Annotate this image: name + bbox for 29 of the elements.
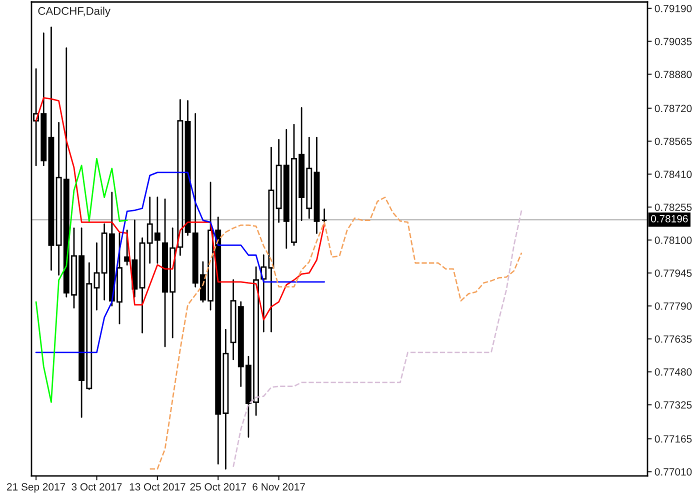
chart-title: CADCHF,Daily: [38, 6, 110, 18]
x-tick-label: 3 Oct 2017: [72, 483, 122, 491]
y-tick-label: 0.78720: [654, 104, 692, 112]
y-tick-label: 0.78100: [654, 236, 692, 244]
y-tick-label: 0.77635: [654, 335, 692, 343]
y-tick-label: 0.77325: [654, 401, 692, 409]
y-tick-label: 0.78410: [654, 170, 692, 178]
candlestick: [124, 230, 130, 266]
candlestick: [321, 208, 328, 223]
x-tick-label: 25 Oct 2017: [190, 483, 246, 491]
y-tick-label: 0.78255: [654, 204, 692, 211]
x-tick-label: 21 Sep 2017: [7, 483, 66, 493]
y-tick-label: 0.77010: [654, 468, 692, 476]
y-tick-label: 0.77945: [654, 269, 692, 277]
y-tick-label: 0.77790: [654, 302, 692, 310]
line-series: [149, 196, 522, 470]
candlestick: [94, 242, 100, 310]
y-tick-label: 0.77165: [654, 435, 692, 443]
line-series: [35, 172, 326, 354]
x-tick-label: 6 Nov 2017: [252, 483, 305, 491]
line-series: [232, 210, 522, 468]
x-tick-label: 13 Oct 2017: [130, 483, 186, 491]
y-tick-label: 0.79190: [654, 4, 692, 12]
y-tick-label: 0.77480: [654, 368, 692, 376]
line-series: [35, 158, 128, 403]
y-tick-label: 0.78880: [654, 70, 692, 78]
y-tick-label: 0.79035: [654, 38, 692, 46]
ref-line-label: 0.78196: [650, 215, 688, 222]
y-tick-label: 0.78565: [654, 138, 692, 146]
